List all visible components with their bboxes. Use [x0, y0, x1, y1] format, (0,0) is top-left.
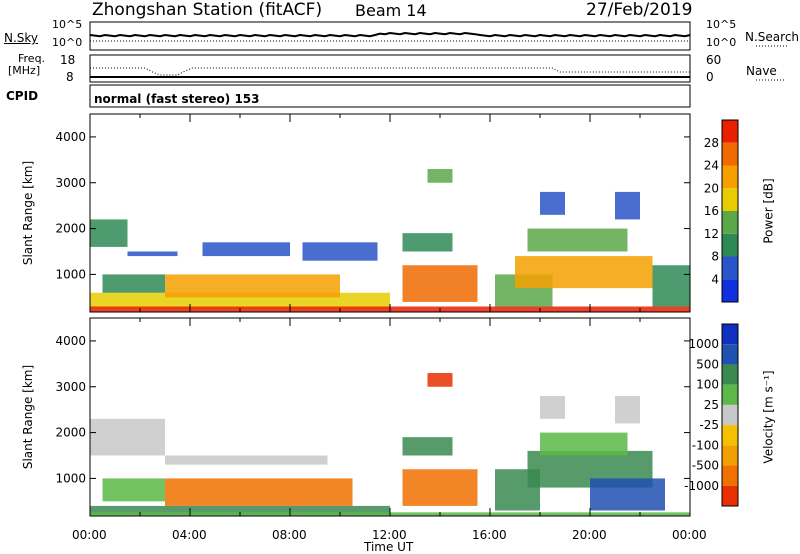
freq-tick-low: 8 — [66, 70, 74, 84]
velocity-region-0 — [90, 418, 165, 456]
velocity-region-3 — [165, 478, 353, 506]
power-cbar-cell-6 — [722, 256, 738, 280]
velocity-region-7 — [427, 373, 453, 387]
power-ytick-label-0: 1000 — [55, 267, 86, 281]
velocity-cbar-tick-2: 100 — [696, 378, 719, 392]
velocity-region-13 — [540, 395, 565, 419]
velocity-cbar-cell-4 — [722, 404, 738, 426]
time-tick-5: 20:00 — [572, 528, 607, 542]
time-tick-0: 00:00 — [72, 528, 107, 542]
time-tick-1: 04:00 — [172, 528, 207, 542]
power-region-7 — [402, 265, 478, 302]
power-region-13 — [540, 191, 565, 215]
date-label: 27/Feb/2019 — [586, 0, 693, 20]
time-tick-2: 08:00 — [272, 528, 307, 542]
velocity-cbar-cell-7 — [722, 465, 738, 486]
velocity-cbar-cell-6 — [722, 445, 738, 466]
velocity-cbar-cell-1 — [722, 344, 738, 365]
velocity-region-11 — [590, 478, 665, 511]
nsky-label: N.Sky — [4, 31, 39, 45]
nsky-tick-high: 10^5 — [52, 18, 83, 31]
power-cbar-tick-4: 20 — [704, 181, 719, 195]
station-title: Zhongshan Station (fitACF) — [92, 0, 323, 20]
time-axis-label: Time UT — [364, 540, 414, 554]
velocity-cbar-cell-0 — [722, 324, 738, 345]
power-cbar-tick-6: 28 — [704, 136, 719, 150]
power-region-1 — [127, 251, 178, 257]
power-region-14 — [615, 191, 640, 220]
freq-tick-high: 18 — [60, 53, 76, 67]
velocity-cbar-cell-8 — [722, 485, 738, 506]
nsky-line — [89, 31, 691, 38]
power-ytick-label-1: 2000 — [55, 222, 86, 236]
power-cbar-cell-4 — [722, 211, 738, 234]
velocity-ytick-label-3: 4000 — [55, 334, 86, 348]
power-cbar-cell-2 — [722, 165, 738, 189]
velocity-region-4 — [90, 505, 390, 516]
velocity-region-6 — [402, 437, 453, 456]
nave-tick-low: 0 — [706, 70, 714, 84]
cpid-label: CPID — [6, 89, 39, 103]
velocity-region-10 — [540, 432, 628, 456]
velocity-region-1 — [165, 455, 328, 465]
velocity-cbar-tick-4: -25 — [699, 418, 719, 432]
velocity-cbar-tick-0: 1000 — [688, 337, 719, 351]
power-region-8 — [402, 233, 453, 252]
velocity-cbar-cell-2 — [722, 364, 738, 385]
beam-label: Beam 14 — [355, 1, 427, 20]
freq-unit-label: [MHz] — [8, 64, 41, 77]
nave-line — [90, 67, 690, 76]
nsky-tick-low: 10^0 — [52, 36, 83, 49]
time-tick-6: 00:00 — [672, 528, 707, 542]
velocity-region-2 — [102, 478, 165, 502]
velocity-cbar-tick-7: -1000 — [684, 479, 719, 493]
velocity-cbar-tick-1: 500 — [696, 357, 719, 371]
velocity-cbar-tick-3: 25 — [704, 398, 719, 412]
power-cbar-tick-0: 4 — [711, 272, 719, 286]
power-cbar-cell-7 — [722, 279, 738, 302]
velocity-region-5 — [402, 469, 478, 506]
power-region-9 — [427, 169, 453, 183]
velocity-ytick-label-0: 1000 — [55, 471, 86, 485]
power-region-0 — [90, 219, 128, 247]
velocity-ytick-label-1: 2000 — [55, 426, 86, 440]
power-ytick-label-2: 3000 — [55, 176, 86, 190]
power-cbar-tick-5: 24 — [704, 159, 719, 173]
cpid-panel-frame — [89, 84, 691, 108]
power-region-5 — [202, 242, 290, 257]
velocity-cbar-cell-3 — [722, 384, 738, 405]
velocity-region-12 — [615, 395, 640, 424]
power-cbar-cell-5 — [722, 233, 738, 257]
power-region-4 — [165, 274, 340, 298]
velocity-cbar-tick-6: -500 — [692, 459, 719, 473]
freq-label: Freq. — [18, 52, 46, 65]
power-cbar-frame — [721, 119, 739, 303]
power-region-6 — [302, 242, 378, 261]
velocity-ytick-label-2: 3000 — [55, 380, 86, 394]
nsearch-tick-low: 10^0 — [706, 36, 737, 49]
power-ytick-label-3: 4000 — [55, 130, 86, 144]
power-cbar-cell-3 — [722, 188, 738, 211]
velocity-cbar-tick-5: -100 — [692, 438, 719, 452]
power-cbar-tick-1: 8 — [711, 250, 719, 264]
power-cbar-tick-2: 12 — [704, 227, 719, 241]
time-tick-3: 12:00 — [372, 528, 407, 542]
power-region-15 — [652, 265, 690, 307]
velocity-cbar-frame — [721, 323, 739, 507]
nsearch-tick-high: 10^5 — [706, 18, 737, 31]
power-region-12 — [527, 228, 628, 252]
power-region-3 — [102, 274, 165, 293]
nave-label: Nave — [746, 64, 777, 78]
power-cbar-cell-0 — [722, 120, 738, 143]
power-cbar-tick-3: 16 — [704, 204, 719, 218]
power-region-11 — [515, 256, 653, 289]
nsearch-label: N.Search — [745, 30, 800, 44]
time-tick-4: 16:00 — [472, 528, 507, 542]
power-cbar-cell-1 — [722, 142, 738, 166]
cpid-mode: normal (fast stereo) 153 — [94, 92, 260, 106]
velocity-cbar-cell-5 — [722, 425, 738, 446]
nave-tick-high: 60 — [706, 53, 722, 67]
